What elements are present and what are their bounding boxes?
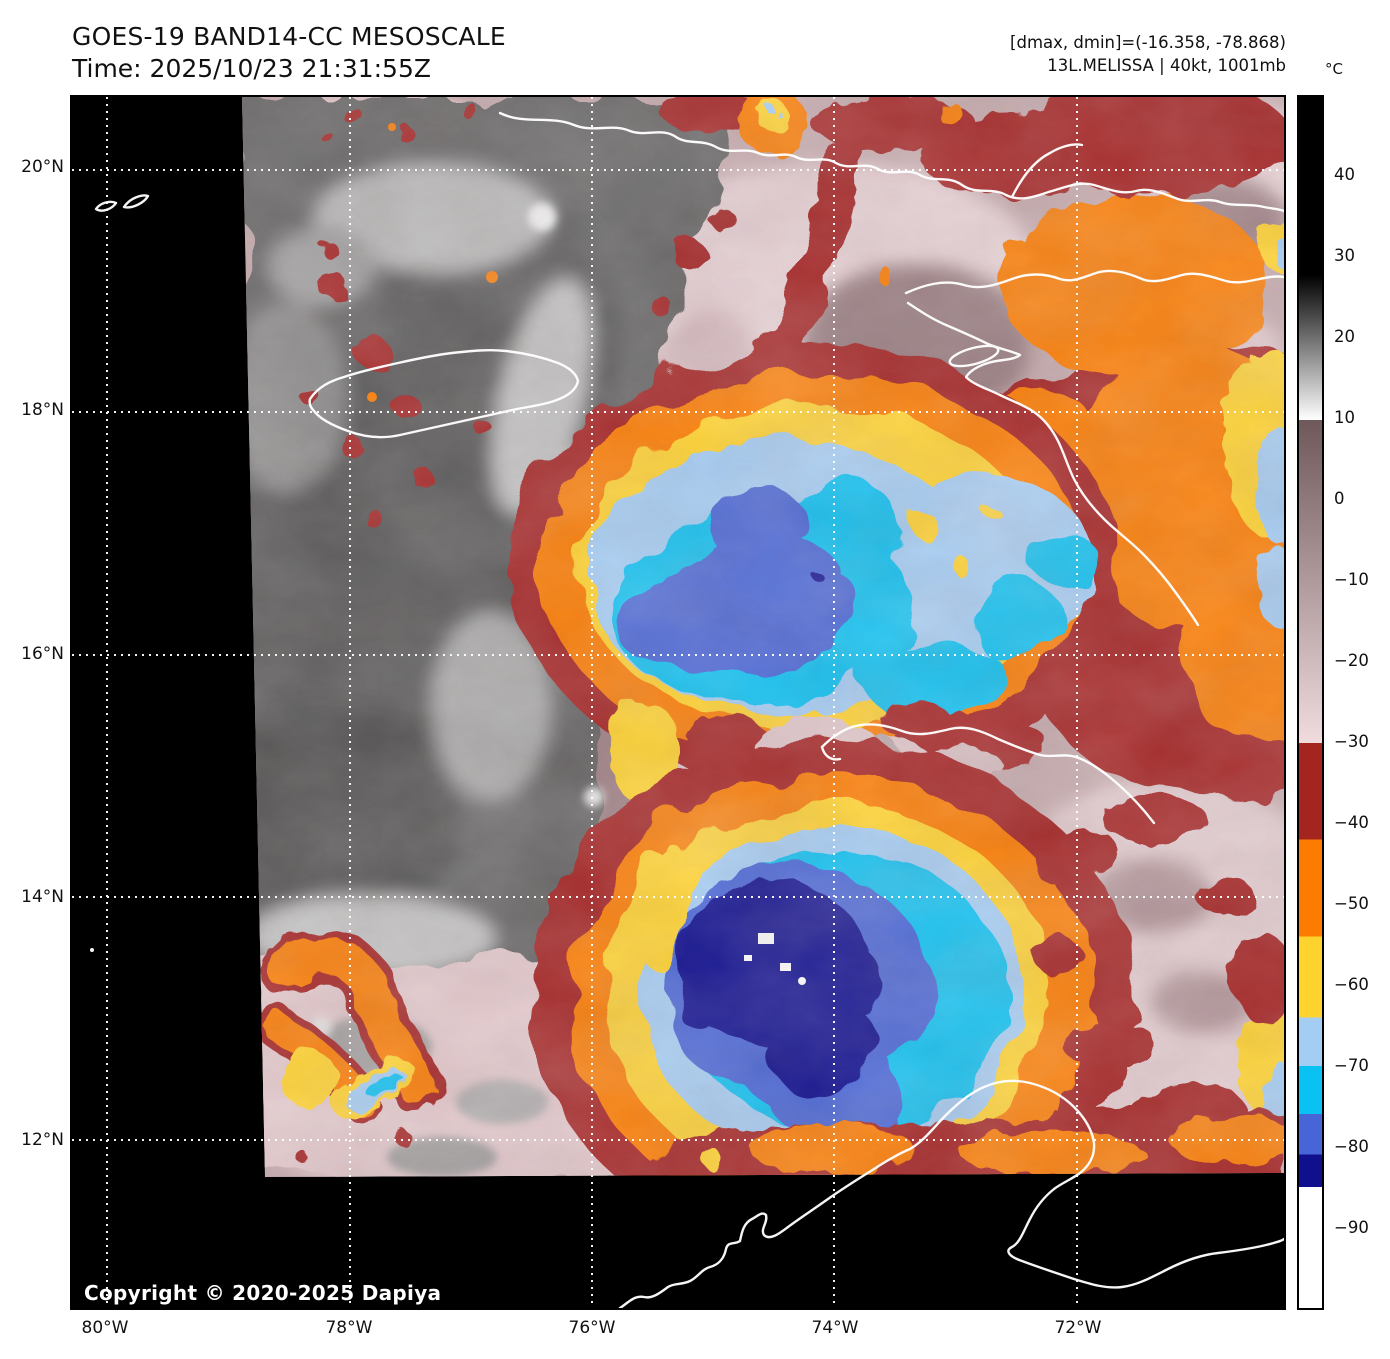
colorbar-tick-label: 10 [1334,408,1355,427]
lat-tick-label: 12°N [0,1130,64,1150]
colorbar-tick-label: −90 [1334,1218,1369,1237]
satellite-imagery [72,97,1284,1308]
satellite-map: Copyright © 2020-2025 Dapiya [70,95,1286,1310]
lon-tick-label: 74°W [790,1318,880,1338]
annotation-block: [dmax, dmin]=(-16.358, -78.868) 13L.MELI… [1010,31,1286,77]
grid-line-lon [349,97,351,1308]
grid-line-lat [72,896,1284,898]
dmax-dmin-label: [dmax, dmin]=(-16.358, -78.868) [1010,31,1286,54]
colorbar-unit-label: °C [1325,60,1343,78]
timestamp-label: Time: 2025/10/23 21:31:55Z [72,54,431,83]
storm-info-label: 13L.MELISSA | 40kt, 1001mb [1010,54,1286,77]
colorbar-tick-label: 0 [1334,489,1345,508]
colorbar-tick-label: −20 [1334,651,1369,670]
lat-tick-label: 18°N [0,400,64,420]
satellite-plot-page: { "header": { "title": "GOES-19 BAND14-C… [0,0,1390,1359]
grid-line-lat [72,1139,1284,1141]
grid-line-lat [72,169,1284,171]
colorbar-tick-label: 40 [1334,165,1355,184]
grid-line-lon [833,97,835,1308]
grid-line-lat [72,654,1284,656]
colorbar-tick-label: −60 [1334,975,1369,994]
lat-tick-label: 14°N [0,887,64,907]
lon-tick-label: 80°W [60,1318,150,1338]
grid-line-lon [1076,97,1078,1308]
grid-line-lon [591,97,593,1308]
colorbar-tick-label: −40 [1334,813,1369,832]
colorbar-tick-label: −10 [1334,570,1369,589]
lat-tick-label: 16°N [0,644,64,664]
grid-line-lat [72,411,1284,413]
lon-tick-label: 72°W [1033,1318,1123,1338]
copyright-label: Copyright © 2020-2025 Dapiya [84,1281,441,1305]
lon-tick-label: 78°W [304,1318,394,1338]
lat-tick-label: 20°N [0,157,64,177]
colorbar [1297,95,1324,1310]
colorbar-tick-label: 20 [1334,327,1355,346]
grid-line-lon [106,97,108,1308]
colorbar-tick-label: 30 [1334,246,1355,265]
lon-tick-label: 76°W [547,1318,637,1338]
colorbar-tick-label: −30 [1334,732,1369,751]
colorbar-tick-label: −80 [1334,1137,1369,1156]
page-title: GOES-19 BAND14-CC MESOSCALE [72,22,506,51]
colorbar-tick-label: −70 [1334,1056,1369,1075]
colorbar-tick-label: −50 [1334,894,1369,913]
